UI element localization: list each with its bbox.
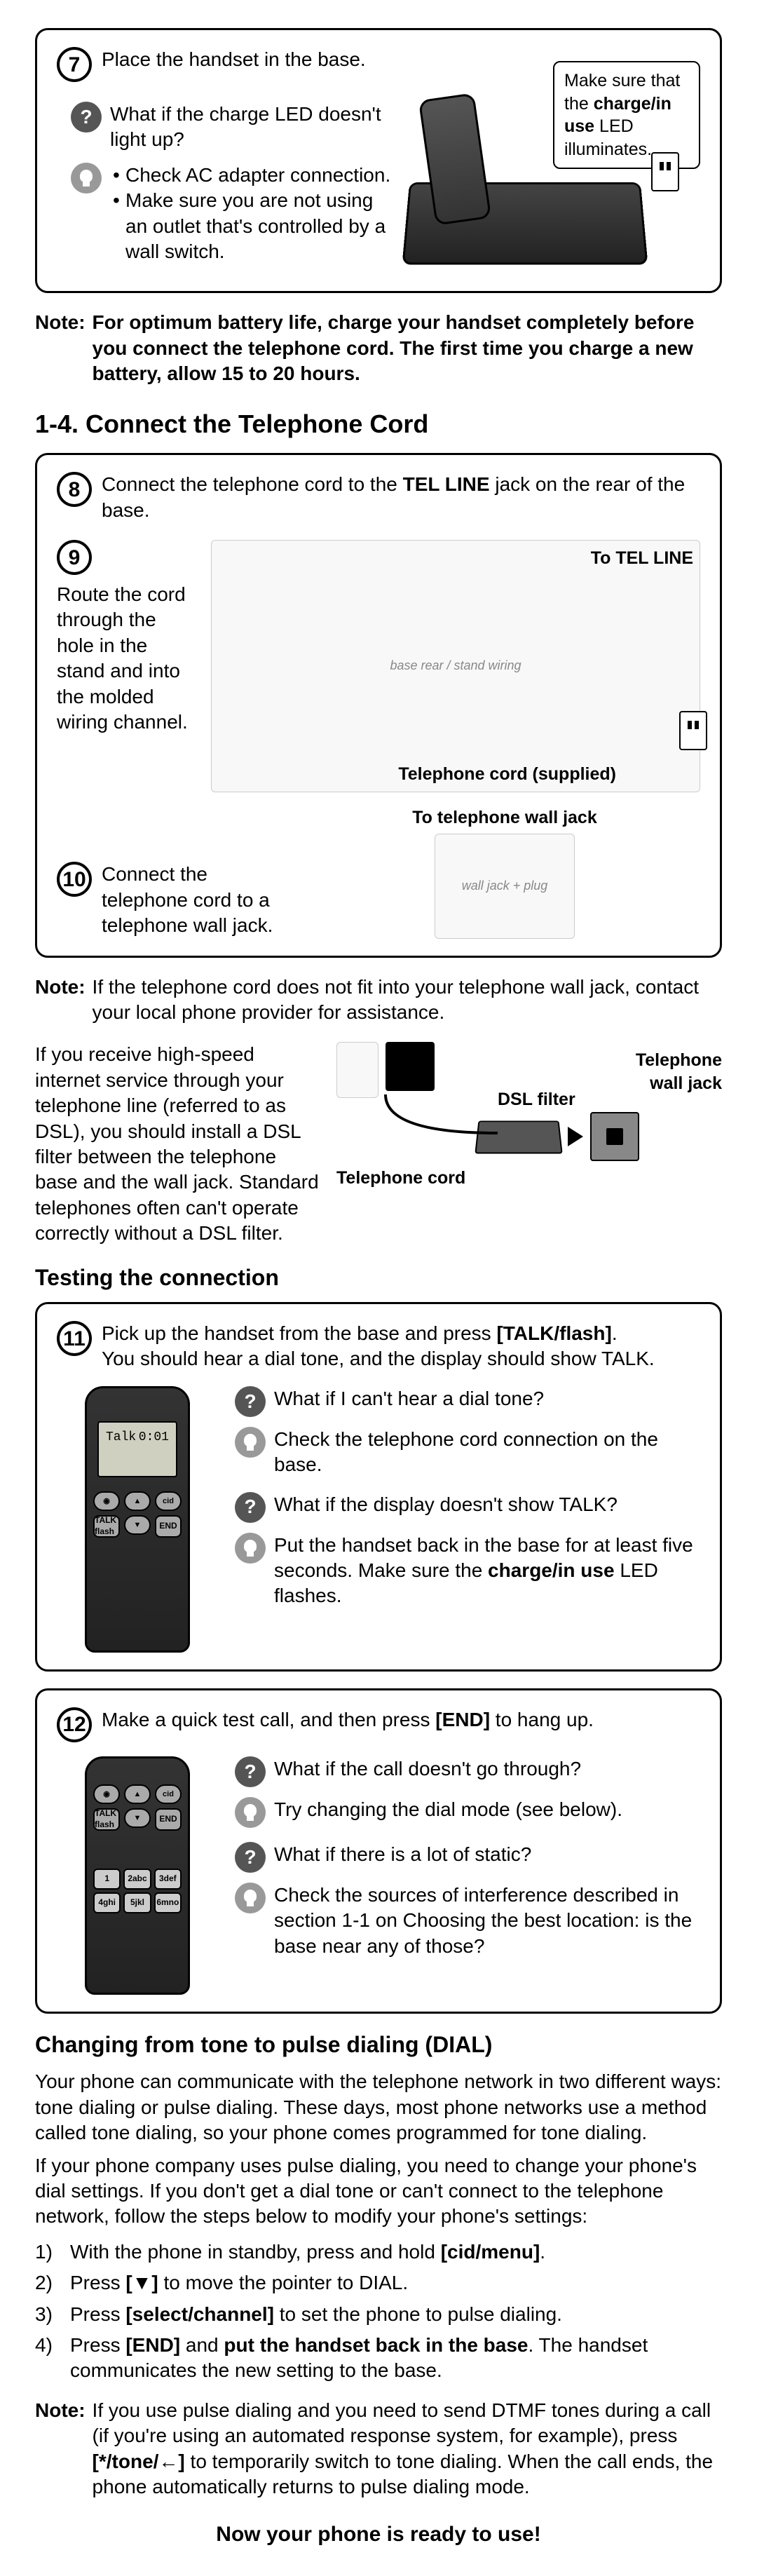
question-icon: ?	[235, 1492, 266, 1523]
key-3: 3def	[154, 1869, 182, 1890]
handset-btn-down: ▼	[124, 1808, 151, 1828]
phone-base-icon	[336, 1042, 378, 1098]
tip-ac-adapter: Check AC adapter connection.	[110, 163, 392, 188]
handset-btn-up: ▲	[124, 1491, 151, 1511]
illustration-base-rear: base rear / stand wiring	[211, 540, 700, 792]
panel-step-11: 11 Pick up the handset from the base and…	[35, 1302, 722, 1672]
panel-step-12: 12 Make a quick test call, and then pres…	[35, 1688, 722, 2014]
step-11-line2: You should hear a dial tone, and the dis…	[102, 1346, 700, 1371]
label-dsl-filter: DSL filter	[498, 1088, 575, 1111]
screen-timer: 0:01	[139, 1430, 169, 1469]
lightbulb-icon	[235, 1427, 266, 1458]
handset-btn-cid: cid	[155, 1784, 182, 1804]
dsl-diagram: Telephone cord DSL filter Telephone wall…	[336, 1042, 722, 1189]
key-2: 2abc	[123, 1869, 151, 1890]
note-pulse-dtmf: Note: If you use pulse dialing and you n…	[35, 2398, 722, 2500]
illustration-base-handset	[406, 96, 672, 264]
lightbulb-icon	[235, 1533, 266, 1564]
arrow-icon	[568, 1127, 583, 1146]
dial-step-4: Press [END] and put the handset back in …	[35, 2333, 722, 2384]
step-number-7: 7	[57, 47, 92, 82]
step-number-12: 12	[57, 1707, 92, 1742]
label-to-tel-line: To TEL LINE	[591, 547, 693, 570]
handset-btn: ◉	[93, 1491, 120, 1511]
question-icon: ?	[235, 1842, 266, 1873]
question-icon: ?	[235, 1386, 266, 1417]
step-9-text: Route the cord through the hole in the s…	[57, 582, 197, 735]
label-telephone-cord: Telephone cord (supplied)	[398, 763, 616, 786]
question-icon: ?	[71, 102, 102, 133]
dial-p2: If your phone company uses pulse dialing…	[35, 2153, 722, 2230]
wall-jack-icon	[590, 1112, 639, 1161]
handset-btn: ◉	[93, 1784, 120, 1804]
lightbulb-icon	[71, 163, 102, 194]
key-4: 4ghi	[93, 1892, 121, 1913]
q-call-fail: What if the call doesn't go through?	[274, 1756, 581, 1782]
question-icon: ?	[235, 1756, 266, 1787]
step-10-text: Connect the telephone cord to a telephon…	[102, 862, 295, 938]
key-1: 1	[93, 1869, 121, 1890]
note-battery-life: Note: For optimum battery life, charge y…	[35, 310, 722, 386]
key-5: 5jkl	[123, 1892, 151, 1913]
illustration-wall-jack-plug: wall jack + plug	[435, 834, 575, 939]
heading-connect-cord: 1-4. Connect the Telephone Cord	[35, 408, 722, 441]
dial-step-1: With the phone in standby, press and hol…	[35, 2239, 722, 2265]
handset-btn-end: END	[155, 1515, 182, 1538]
step-11-line1: Pick up the handset from the base and pr…	[102, 1321, 700, 1346]
key-6: 6mno	[154, 1892, 182, 1913]
handset-btn-talk: TALK flash	[93, 1808, 120, 1831]
dial-p1: Your phone can communicate with the tele…	[35, 2069, 722, 2145]
label-telephone-cord: Telephone cord	[336, 1167, 465, 1190]
step-12-text: Make a quick test call, and then press […	[102, 1707, 700, 1733]
heading-dial-mode: Changing from tone to pulse dialing (DIA…	[35, 2031, 722, 2060]
q-charge-led: What if the charge LED doesn't light up?	[110, 102, 392, 153]
step-number-8: 8	[57, 472, 92, 507]
tip-dial-mode: Try changing the dial mode (see below).	[274, 1797, 622, 1822]
note-cord-fit: Note: If the telephone cord does not fit…	[35, 975, 722, 1026]
lightbulb-icon	[235, 1883, 266, 1913]
handset-btn-down: ▼	[124, 1515, 151, 1535]
tip-check-cord: Check the telephone cord connection on t…	[274, 1427, 700, 1478]
tip-interference: Check the sources of interference descri…	[274, 1883, 700, 1959]
step-number-11: 11	[57, 1321, 92, 1356]
handset-btn-cid: cid	[155, 1491, 182, 1511]
label-to-wall-jack: To telephone wall jack	[309, 806, 700, 829]
step-number-9: 9	[57, 540, 92, 575]
tel-line-jack-icon	[386, 1042, 435, 1091]
outlet-icon	[679, 711, 707, 750]
heading-testing: Testing the connection	[35, 1263, 722, 1293]
tip-outlet-switch: Make sure you are not using an outlet th…	[110, 188, 392, 264]
lightbulb-icon	[235, 1797, 266, 1828]
step-8-text: Connect the telephone cord to the TEL LI…	[102, 472, 700, 523]
label-wall-jack: Telephone wall jack	[631, 1049, 722, 1094]
outlet-icon	[651, 152, 679, 191]
tip-put-back: Put the handset back in the base for at …	[274, 1533, 700, 1609]
panel-steps-8-10: 8 Connect the telephone cord to the TEL …	[35, 453, 722, 957]
q-static: What if there is a lot of static?	[274, 1842, 531, 1867]
q-no-talk: What if the display doesn't show TALK?	[274, 1492, 618, 1517]
illustration-handset-top: Talk 0:01 ◉ ▲ cid TALK flash ▼ END	[57, 1386, 218, 1653]
panel-step-7: 7 Place the handset in the base. ? What …	[35, 28, 722, 293]
step-number-10: 10	[57, 862, 92, 897]
handset-btn-end: END	[155, 1808, 182, 1831]
dsl-paragraph: If you receive high-speed internet servi…	[35, 1042, 320, 1246]
handset-btn-up: ▲	[124, 1784, 151, 1804]
dial-step-2: Press [▼] to move the pointer to DIAL.	[35, 2270, 722, 2296]
handset-btn-talk: TALK flash	[93, 1515, 120, 1538]
ready-text: Now your phone is ready to use!	[35, 2521, 722, 2548]
cord-line	[378, 1091, 505, 1147]
illustration-handset-keypad: ◉ ▲ cid TALK flash ▼ END 1 2abc 3def 4gh…	[57, 1756, 218, 1995]
dial-step-3: Press [select/channel] to set the phone …	[35, 2302, 722, 2327]
dial-steps-list: With the phone in standby, press and hol…	[35, 2239, 722, 2384]
screen-talk: Talk	[106, 1430, 136, 1469]
q-no-dial-tone: What if I can't hear a dial tone?	[274, 1386, 544, 1411]
